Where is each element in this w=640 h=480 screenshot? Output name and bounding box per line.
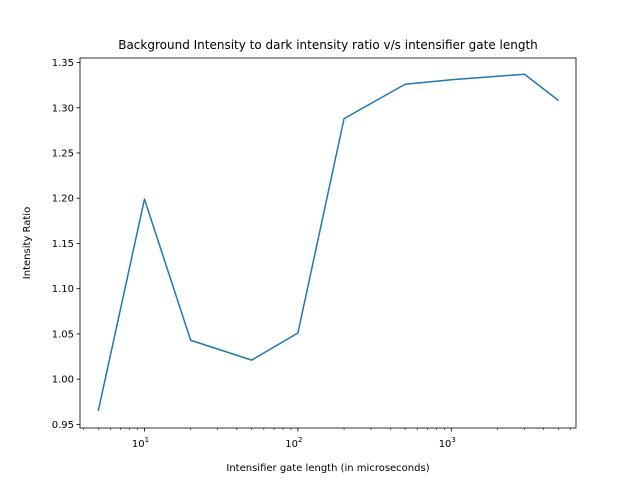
x-tick-label: 101 bbox=[132, 436, 149, 450]
y-tick-label: 1.35 bbox=[52, 58, 74, 69]
plot-frame bbox=[79, 57, 577, 429]
series-layer bbox=[97, 73, 559, 411]
y-tick-label: 1.10 bbox=[52, 284, 74, 295]
y-tick-label: 1.00 bbox=[52, 375, 74, 386]
axis-ticks: 0.95 1.00 1.05 1.10 1.15 1.20 1.25 1.30 1.35 101 1… bbox=[52, 58, 571, 450]
y-tick-label: 1.20 bbox=[52, 194, 74, 205]
x-tick-label: 102 bbox=[285, 436, 302, 450]
x-axis-label: Intensifier gate length (in microseconds… bbox=[226, 463, 429, 474]
y-tick-label: 1.30 bbox=[52, 103, 74, 114]
y-tick-label: 1.05 bbox=[52, 329, 74, 340]
series-line bbox=[97, 73, 559, 411]
y-axis-label: Intensity Ratio bbox=[22, 207, 33, 279]
x-tick-label: 103 bbox=[439, 436, 456, 450]
y-tick-label: 0.95 bbox=[52, 420, 74, 431]
y-tick-label: 1.15 bbox=[52, 239, 74, 250]
chart-title: Background Intensity to dark intensity r… bbox=[118, 38, 538, 52]
y-tick-label: 1.25 bbox=[52, 148, 74, 159]
